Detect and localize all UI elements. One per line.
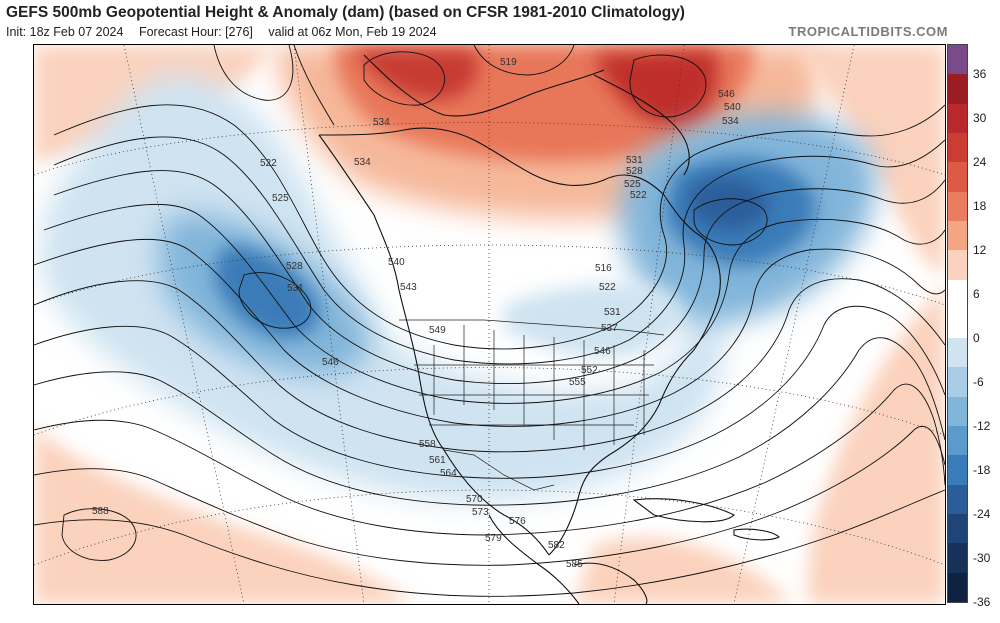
- contour-label: 525: [272, 193, 289, 204]
- contour-label: 522: [630, 190, 647, 201]
- contour-label: 531: [604, 307, 621, 318]
- init-time: Init: 18z Feb 07 2024: [6, 25, 124, 39]
- colorbar-tick-label: 24: [973, 155, 987, 170]
- colorbar-segment: [948, 279, 967, 310]
- colorbar-segment: [948, 484, 967, 515]
- colorbar-tick-label: 30: [973, 111, 987, 126]
- colorbar-tick-label: 0: [973, 331, 980, 346]
- contour-label: 528: [286, 261, 303, 272]
- contour-label: 534: [354, 157, 371, 168]
- forecast-hour: Forecast Hour: [276]: [138, 25, 253, 39]
- contour-label: 540: [388, 257, 405, 268]
- contour-label: 531: [287, 283, 304, 294]
- colorbar-tick-label: -12: [973, 419, 991, 434]
- colorbar-segment: [948, 572, 967, 603]
- colorbar-segment: [948, 543, 967, 574]
- contour-label: 558: [419, 439, 436, 450]
- contour-label: 564: [440, 468, 457, 479]
- map-title: GEFS 500mb Geopotential Height & Anomaly…: [6, 4, 685, 21]
- colorbar-segment: [948, 74, 967, 105]
- colorbar-segment: [948, 191, 967, 222]
- contour-label: 555: [569, 377, 586, 388]
- colorbar-segment: [948, 367, 967, 398]
- contour-label: 522: [599, 282, 616, 293]
- contour-label: 561: [429, 455, 446, 466]
- contour-label: 522: [260, 158, 277, 169]
- political-borders: [399, 319, 665, 491]
- contour-label: 540: [724, 102, 741, 113]
- colorbar-tick-label: -36: [973, 595, 991, 609]
- contour-label: 588: [92, 506, 109, 517]
- contour-label: 525: [624, 179, 641, 190]
- colorbar-segment: [948, 455, 967, 486]
- brand-watermark: TROPICALTIDBITS.COM: [788, 24, 948, 39]
- colorbar-tick-label: -6: [973, 375, 984, 390]
- colorbar-segment: [948, 103, 967, 134]
- colorbar-tick-label: 18: [973, 199, 987, 214]
- colorbar-segment: [948, 162, 967, 193]
- contour-label: 531: [626, 155, 643, 166]
- colorbar-segment: [948, 250, 967, 281]
- contour-label: 528: [626, 166, 643, 177]
- contour-label: 579: [485, 533, 502, 544]
- contour-label: 576: [509, 516, 526, 527]
- contour-label: 543: [400, 282, 417, 293]
- colorbar-segment: [948, 45, 967, 75]
- colorbar-segment: [948, 426, 967, 456]
- colorbar: [947, 44, 968, 603]
- contour-label: 546: [322, 357, 339, 368]
- contour-label: 534: [722, 116, 739, 127]
- valid-time: valid at 06z Mon, Feb 19 2024: [268, 25, 437, 39]
- colorbar-tick-label: -30: [973, 551, 991, 566]
- contour-label: 546: [718, 89, 735, 100]
- contour-label: 537: [601, 323, 618, 334]
- contour-labels: 519 534 522 525 528 531 534 540 543 549 …: [92, 57, 741, 570]
- contour-label: 573: [472, 507, 489, 518]
- map-subtitle: Init: 18z Feb 07 2024 Forecast Hour: [27…: [6, 25, 449, 39]
- contour-label: 519: [500, 57, 517, 68]
- colorbar-segment: [948, 396, 967, 427]
- contour-label: 585: [566, 559, 583, 570]
- contour-label: 534: [373, 117, 390, 128]
- colorbar-segment: [948, 338, 967, 368]
- map-canvas: 519 534 522 525 528 531 534 540 543 549 …: [34, 45, 945, 604]
- contour-label: 552: [581, 365, 598, 376]
- contour-label: 570: [466, 494, 483, 505]
- colorbar-tick-label: -18: [973, 463, 991, 478]
- colorbar-tick-label: 6: [973, 287, 980, 302]
- colorbar-segment: [948, 514, 967, 544]
- map-panel: 519 534 522 525 528 531 534 540 543 549 …: [33, 44, 946, 605]
- height-contours: [34, 45, 945, 597]
- colorbar-tick-label: 12: [973, 243, 987, 258]
- contour-label: 516: [595, 263, 612, 274]
- positive-anomaly-field: [34, 45, 945, 604]
- colorbar-tick-label: 36: [973, 67, 987, 82]
- colorbar-segment: [948, 132, 967, 163]
- contour-label: 549: [429, 325, 446, 336]
- colorbar-tick-label: -24: [973, 507, 991, 522]
- colorbar-segment: [948, 308, 967, 339]
- contour-label: 582: [548, 540, 565, 551]
- colorbar-segment: [948, 220, 967, 251]
- contour-label: 546: [594, 346, 611, 357]
- coastlines: [318, 54, 780, 604]
